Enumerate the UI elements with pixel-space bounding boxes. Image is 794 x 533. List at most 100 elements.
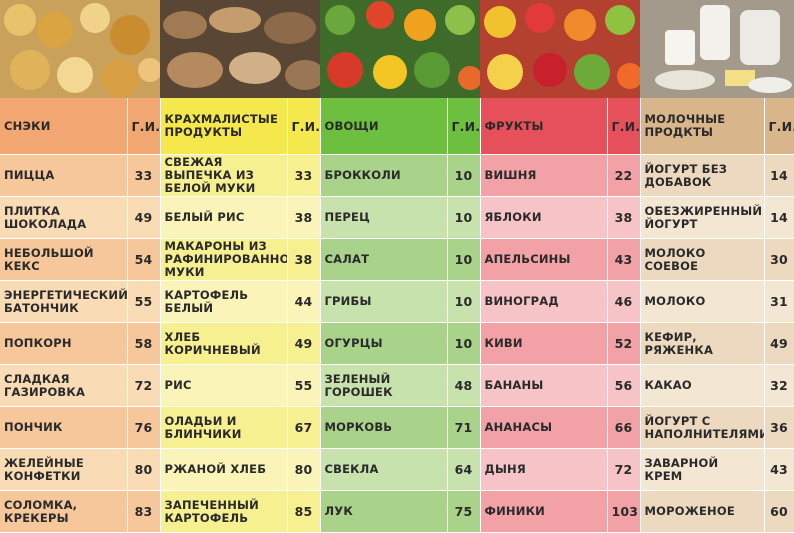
header-snacks: Снэки xyxy=(0,98,128,155)
gi-value: 10 xyxy=(447,238,481,281)
header-gi: Г.И. xyxy=(127,98,161,155)
header-gi: Г.И. xyxy=(287,98,321,155)
food-name: Яблоки xyxy=(480,196,608,239)
gi-value: 85 xyxy=(287,490,321,533)
gi-value: 38 xyxy=(607,196,641,239)
snacks-photo xyxy=(0,0,160,98)
gi-value: 10 xyxy=(447,322,481,365)
header-starchy: Крахмалистые продукты xyxy=(160,98,288,155)
gi-value: 66 xyxy=(607,406,641,449)
gi-value: 64 xyxy=(447,448,481,491)
vegetables-photo xyxy=(320,0,480,98)
gi-value: 60 xyxy=(764,490,794,533)
gi-value: 32 xyxy=(764,364,794,407)
header-gi: Г.И. xyxy=(607,98,641,155)
food-name: Соломка, крекеры xyxy=(0,490,128,533)
food-name: Небольшой кекс xyxy=(0,238,128,281)
food-name: Морковь xyxy=(320,406,448,449)
food-name: Свекла xyxy=(320,448,448,491)
gi-value: 38 xyxy=(287,238,321,281)
food-name: Плитка шоколада xyxy=(0,196,128,239)
food-name: Белый рис xyxy=(160,196,288,239)
table-row: Энергетический батончик 55 Картофель белый… xyxy=(0,280,794,323)
gi-value: 31 xyxy=(764,280,794,323)
header-fruits: Фрукты xyxy=(480,98,608,155)
gi-value: 49 xyxy=(764,322,794,365)
gi-value: 75 xyxy=(447,490,481,533)
gi-value: 49 xyxy=(127,196,161,239)
food-name: Бананы xyxy=(480,364,608,407)
gi-value: 43 xyxy=(607,238,641,281)
food-name: Мороженое xyxy=(640,490,765,533)
header-gi: Г.И. xyxy=(764,98,794,155)
gi-value: 67 xyxy=(287,406,321,449)
dairy-photo xyxy=(640,0,794,98)
table-row: Небольшой кекс 54 Макароны из рафинированн… xyxy=(0,238,794,281)
gi-value: 71 xyxy=(447,406,481,449)
food-name: Вишня xyxy=(480,154,608,197)
gi-value: 30 xyxy=(764,238,794,281)
food-name: Виноград xyxy=(480,280,608,323)
gi-value: 38 xyxy=(287,196,321,239)
gi-value: 58 xyxy=(127,322,161,365)
gi-value: 22 xyxy=(607,154,641,197)
food-name: Молоко xyxy=(640,280,765,323)
table-row: Попкорн 58 Хлеб коричневый 49 Огурцы 10 Киви 52… xyxy=(0,322,794,365)
fruits-photo xyxy=(480,0,640,98)
food-name: Лук xyxy=(320,490,448,533)
food-name: Брокколи xyxy=(320,154,448,197)
food-name: Пицца xyxy=(0,154,128,197)
food-name: Сладкая газировка xyxy=(0,364,128,407)
gi-value: 14 xyxy=(764,154,794,197)
gi-value: 10 xyxy=(447,280,481,323)
header-gi: Г.И. xyxy=(447,98,481,155)
header-vegetables: Овощи xyxy=(320,98,448,155)
gi-value: 83 xyxy=(127,490,161,533)
food-name: Свежая выпечка из белой муки xyxy=(160,154,288,197)
food-name: Кефир, ряженка xyxy=(640,322,765,365)
food-name: Апельсины xyxy=(480,238,608,281)
gi-value: 43 xyxy=(764,448,794,491)
gi-value: 55 xyxy=(127,280,161,323)
gi-value: 33 xyxy=(287,154,321,197)
gi-value: 80 xyxy=(287,448,321,491)
food-name: Какао xyxy=(640,364,765,407)
food-name: Финики xyxy=(480,490,608,533)
food-name: Ржаной хлеб xyxy=(160,448,288,491)
gi-table: Снэки Г.И. Крахмалистые продукты Г.И. Ов… xyxy=(0,98,794,533)
food-name: Ананасы xyxy=(480,406,608,449)
table-row: Пицца 33 Свежая выпечка из белой муки 33 Бро… xyxy=(0,154,794,197)
food-name: Желейные конфетки xyxy=(0,448,128,491)
table-row: Плитка шоколада 49 Белый рис 38 Перец 10 Яблок… xyxy=(0,196,794,239)
food-name: Молоко соевое xyxy=(640,238,765,281)
food-name: Йогурт без добавок xyxy=(640,154,765,197)
food-name: Хлеб коричневый xyxy=(160,322,288,365)
header-dairy: Молочные продкты xyxy=(640,98,765,155)
gi-value: 10 xyxy=(447,154,481,197)
table-header-row: Снэки Г.И. Крахмалистые продукты Г.И. Ов… xyxy=(0,98,794,155)
gi-value: 76 xyxy=(127,406,161,449)
food-name: Грибы xyxy=(320,280,448,323)
food-name: Попкорн xyxy=(0,322,128,365)
food-name: Пончик xyxy=(0,406,128,449)
bread-photo xyxy=(160,0,320,98)
food-name: Макароны из рафинированной муки xyxy=(160,238,288,281)
gi-value: 46 xyxy=(607,280,641,323)
food-name: Огурцы xyxy=(320,322,448,365)
food-name: Картофель белый xyxy=(160,280,288,323)
food-name: Киви xyxy=(480,322,608,365)
gi-value: 56 xyxy=(607,364,641,407)
gi-value: 33 xyxy=(127,154,161,197)
gi-value: 36 xyxy=(764,406,794,449)
gi-value: 52 xyxy=(607,322,641,365)
gi-value: 48 xyxy=(447,364,481,407)
food-name: Обезжиренный йогурт xyxy=(640,196,765,239)
gi-value: 49 xyxy=(287,322,321,365)
food-name: Зеленый горошек xyxy=(320,364,448,407)
gi-value: 80 xyxy=(127,448,161,491)
gi-value: 72 xyxy=(127,364,161,407)
food-name: Рис xyxy=(160,364,288,407)
food-name: Заварной крем xyxy=(640,448,765,491)
gi-value: 103 xyxy=(607,490,641,533)
gi-value: 14 xyxy=(764,196,794,239)
